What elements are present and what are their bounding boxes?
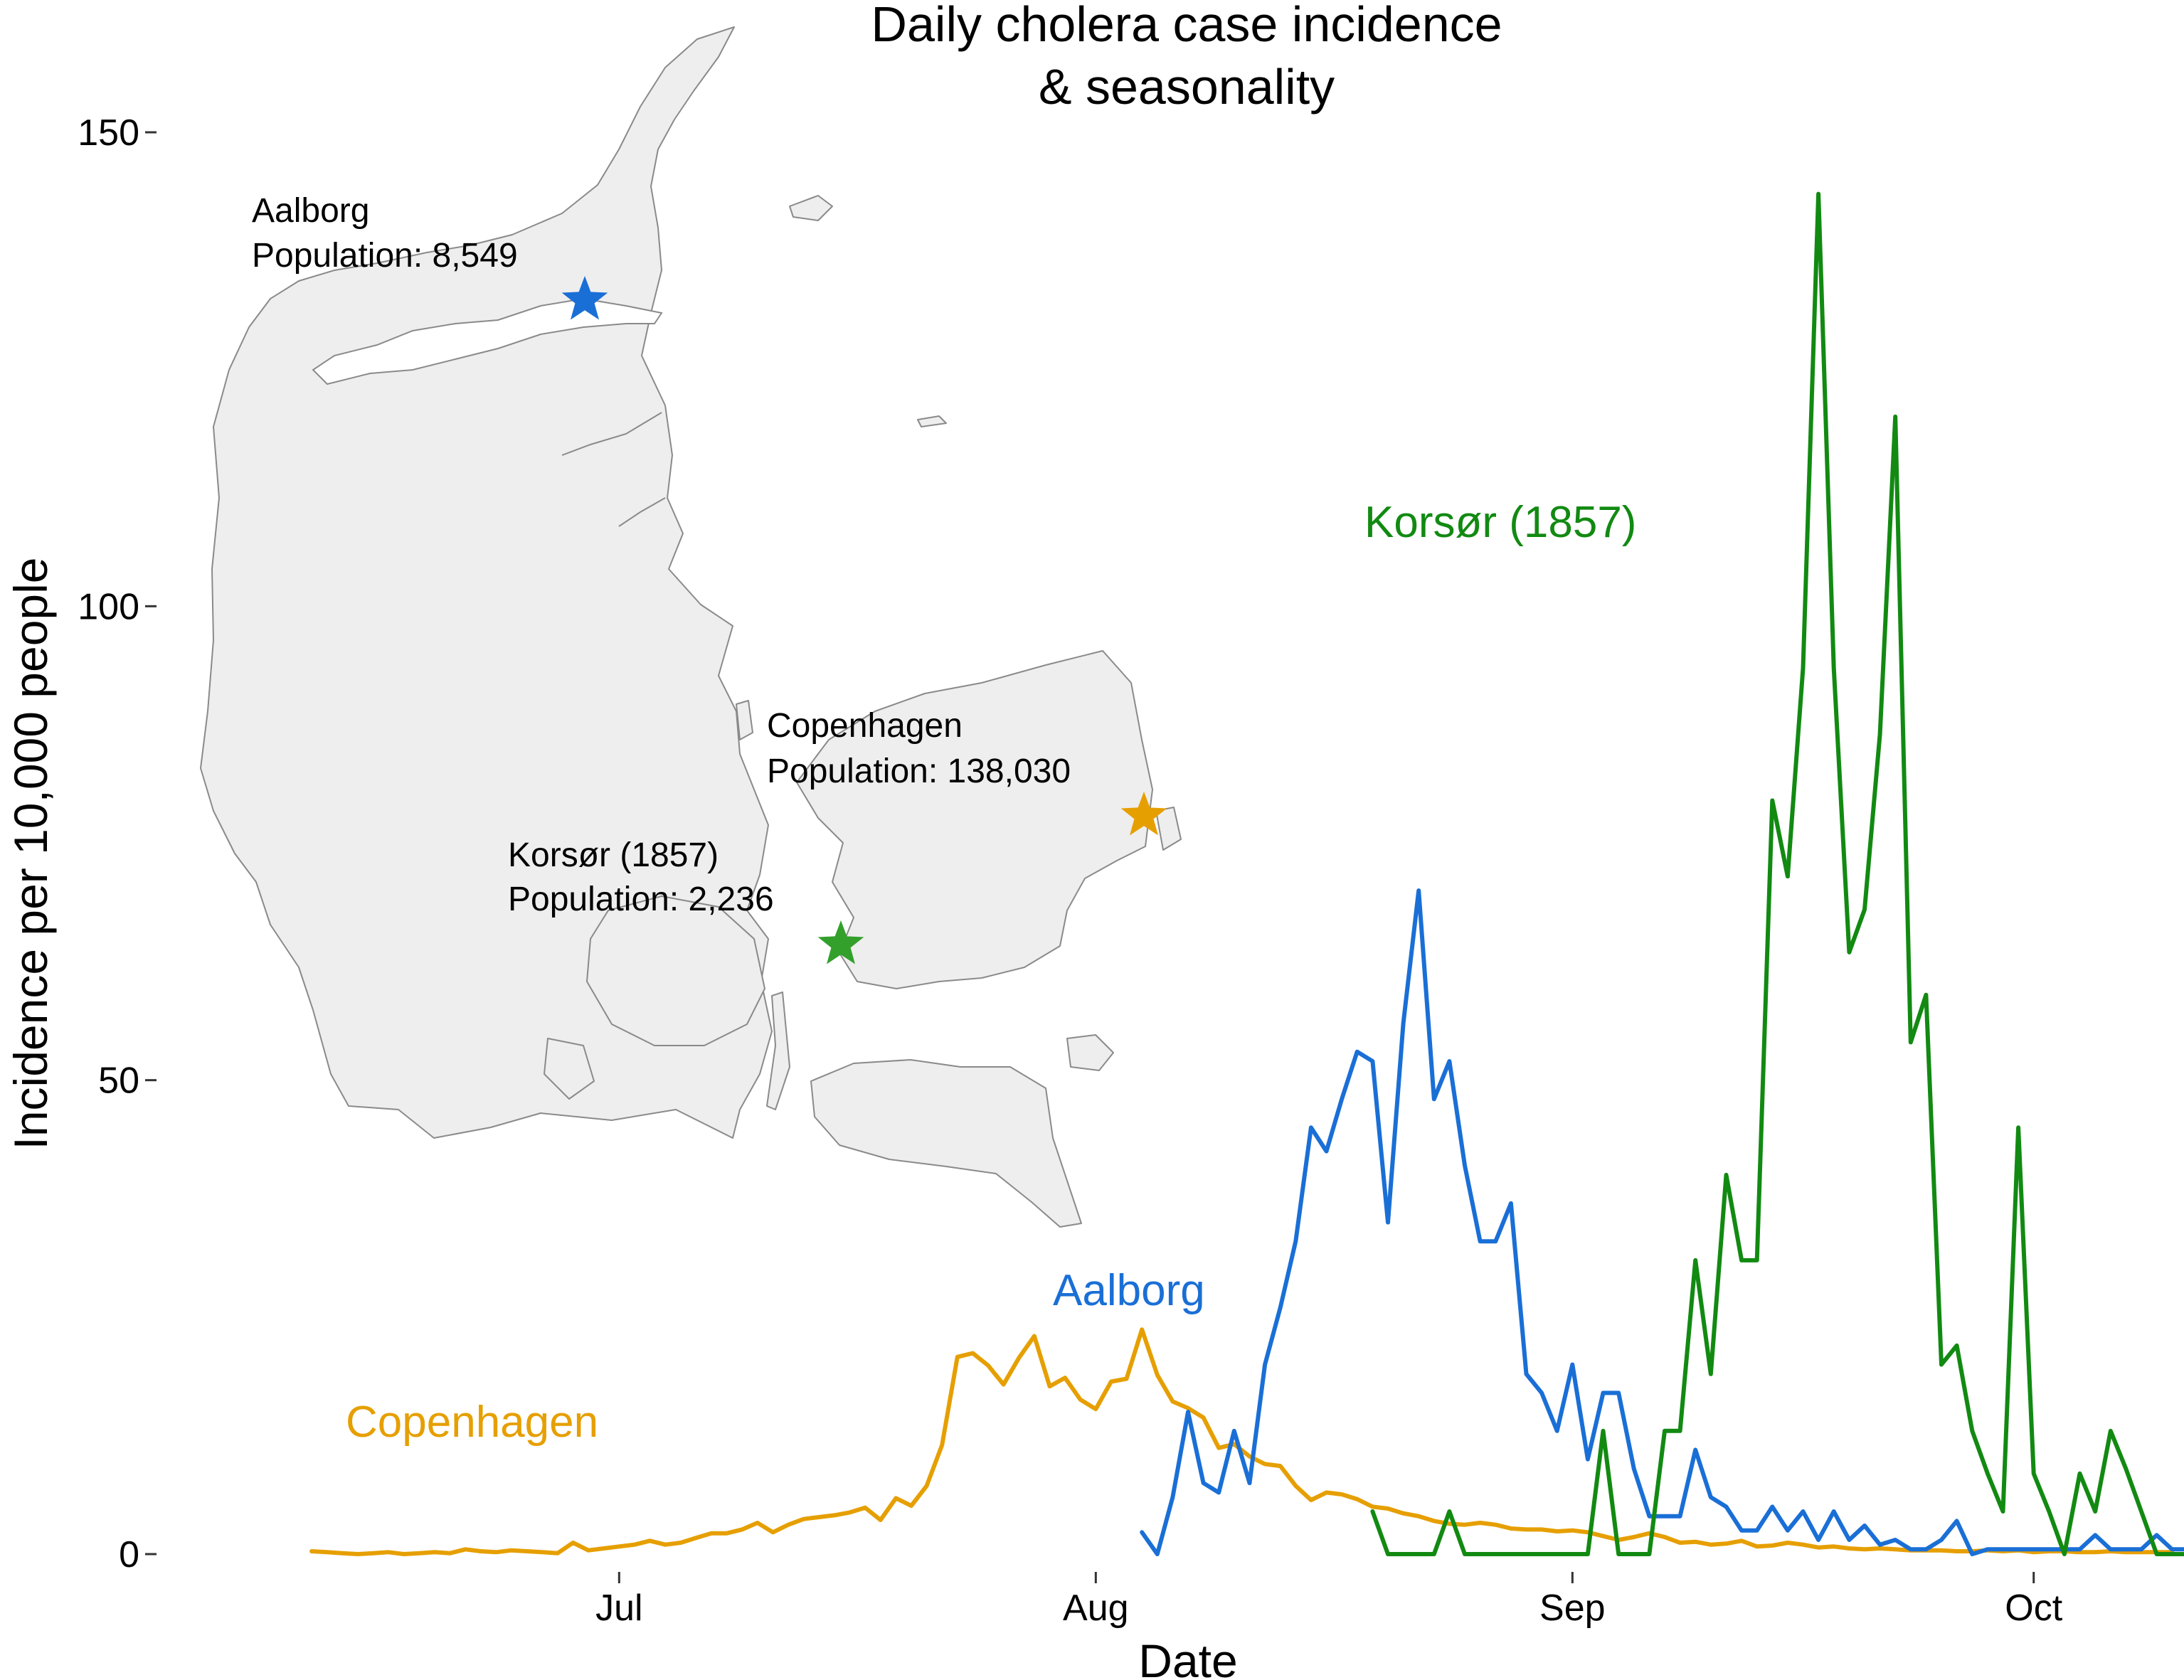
y-axis: 0 50 100 150 [78,112,157,1575]
map-label-aalborg-population: Population: 8,549 [252,237,518,275]
x-axis: Jul Aug Sep Oct [595,1572,2063,1629]
x-tick-label: Oct [2005,1588,2062,1629]
x-tick-label: Sep [1539,1588,1606,1629]
map-lolland-falster [810,1059,1082,1228]
map-laeso [789,195,833,221]
map-mon [1066,1034,1114,1071]
aalborg-star-icon [561,276,608,320]
chart-title-line-2: & seasonality [1039,59,1335,115]
series-line-aalborg [1140,888,2184,1556]
map-amager [1155,807,1182,851]
map-labels: Aalborg Population: 8,549 Copenhagen Pop… [252,192,1167,964]
series-line-korsor [1370,191,2184,1556]
map-langeland [766,991,790,1110]
y-axis-title: Incidence per 10,000 people [4,558,57,1150]
y-tick-label: 0 [119,1534,139,1575]
map-mariager-fjord [561,412,662,456]
map-samso [736,700,753,740]
map-funen [586,895,765,1046]
korsor-star-icon [817,920,864,964]
y-tick-label: 100 [78,586,139,627]
map-label-korsor-population: Population: 2,236 [508,881,774,918]
map-zealand [796,650,1153,989]
copenhagen-star-icon [1120,792,1167,836]
y-tick-label: 50 [98,1060,139,1102]
x-tick-label: Aug [1063,1588,1129,1629]
map-limfjord [312,297,663,386]
series-label-korsor: Korsør (1857) [1364,498,1636,547]
map-jutland [200,26,773,1139]
map-label-copenhagen-population: Population: 138,030 [767,753,1071,790]
denmark-map [200,26,1182,1228]
chart-title-line-1: Daily cholera case incidence [871,0,1502,52]
x-axis-title: Date [1138,1634,1237,1680]
map-anholt [917,415,947,427]
map-label-aalborg-name: Aalborg [252,192,369,230]
map-label-copenhagen-name: Copenhagen [767,707,963,745]
series-label-copenhagen: Copenhagen [346,1398,598,1447]
series-label-aalborg: Aalborg [1053,1266,1205,1315]
map-label-korsor-name: Korsør (1857) [508,836,719,874]
x-tick-label: Jul [595,1588,642,1629]
y-tick-label: 150 [78,112,139,154]
series-lines [309,191,2184,1556]
map-randers-fjord [618,497,666,527]
map-als [544,1038,595,1100]
